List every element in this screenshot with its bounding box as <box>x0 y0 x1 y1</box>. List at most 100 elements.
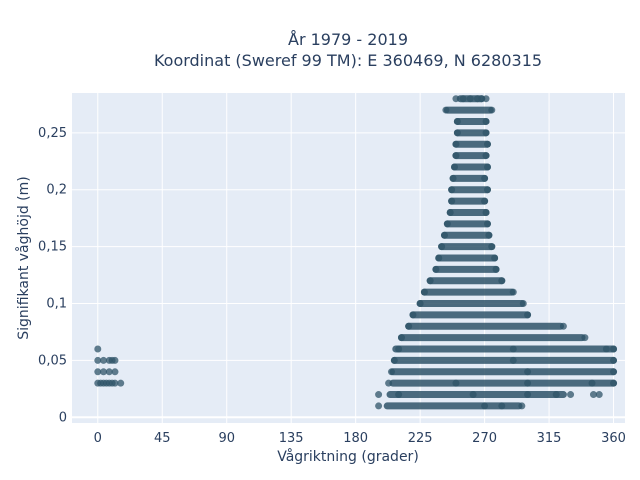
y-tick-label: 0,15 <box>38 240 67 255</box>
chart-title-line1: År 1979 - 2019 <box>288 30 408 49</box>
data-point <box>443 220 451 228</box>
data-point <box>498 277 506 285</box>
data-point <box>498 402 506 410</box>
data-point <box>117 379 125 387</box>
data-point <box>94 345 102 353</box>
data-point <box>405 322 413 330</box>
data-point <box>610 356 618 364</box>
data-point <box>610 379 618 387</box>
data-point <box>610 345 618 353</box>
data-point <box>483 186 491 194</box>
data-point <box>488 243 496 251</box>
data-point <box>482 117 490 125</box>
data-point <box>552 391 560 399</box>
data-point <box>448 186 456 194</box>
data-point <box>610 368 618 376</box>
data-point <box>453 129 461 137</box>
x-tick-label: 45 <box>154 431 171 446</box>
data-point <box>395 391 403 399</box>
data-point <box>435 254 443 262</box>
data-point <box>482 152 490 160</box>
data-point <box>469 391 477 399</box>
data-point <box>482 129 490 137</box>
data-point <box>559 322 567 330</box>
data-point <box>375 391 383 399</box>
data-point <box>432 265 440 273</box>
data-point <box>488 106 496 114</box>
x-tick-label: 360 <box>601 431 626 446</box>
data-point <box>453 117 461 125</box>
data-point <box>519 300 527 308</box>
data-point <box>481 197 489 205</box>
data-points <box>94 95 618 410</box>
data-point <box>387 368 395 376</box>
data-point <box>452 140 460 148</box>
data-point <box>105 368 113 376</box>
data-point <box>420 288 428 296</box>
data-point <box>416 300 424 308</box>
chart-title-line2: Koordinat (Sweref 99 TM): E 360469, N 62… <box>154 51 542 70</box>
data-point <box>395 345 403 353</box>
data-point <box>452 152 460 160</box>
data-point <box>100 368 108 376</box>
data-point <box>483 220 491 228</box>
data-point <box>482 208 490 216</box>
y-tick-label: 0,1 <box>46 297 67 312</box>
data-point <box>581 334 589 342</box>
data-point <box>94 356 102 364</box>
x-tick-label: 135 <box>279 431 304 446</box>
x-tick-label: 0 <box>94 431 102 446</box>
data-point <box>466 95 474 103</box>
data-point <box>524 311 532 319</box>
x-tick-label: 90 <box>218 431 235 446</box>
x-tick-label: 315 <box>537 431 562 446</box>
y-axis-ticks: 0 0,05 0,1 0,15 0,2 0,25 <box>38 126 67 425</box>
x-tick-label: 225 <box>408 431 433 446</box>
data-point <box>111 356 119 364</box>
data-point <box>426 277 434 285</box>
data-point <box>452 95 460 103</box>
data-point <box>524 379 532 387</box>
data-point <box>448 197 456 205</box>
data-point <box>398 334 406 342</box>
y-tick-label: 0,2 <box>46 183 67 198</box>
x-axis-ticks: 0 45 90 135 180 225 270 315 360 <box>94 431 626 446</box>
y-tick-label: 0 <box>59 410 67 425</box>
data-point <box>111 368 119 376</box>
data-point <box>385 379 393 387</box>
data-point <box>483 140 491 148</box>
data-point <box>491 254 499 262</box>
data-point <box>483 163 491 171</box>
data-point <box>595 391 603 399</box>
data-point <box>518 402 526 410</box>
data-point <box>452 379 460 387</box>
y-tick-label: 0,25 <box>38 126 67 141</box>
data-point <box>509 345 517 353</box>
data-point <box>524 391 532 399</box>
data-point <box>482 95 490 103</box>
x-axis-title: Vågriktning (grader) <box>277 448 419 465</box>
data-point <box>111 379 119 387</box>
x-tick-label: 180 <box>343 431 368 446</box>
data-point <box>94 368 102 376</box>
data-point <box>509 356 517 364</box>
data-point <box>481 402 489 410</box>
data-point <box>100 356 108 364</box>
data-point <box>492 265 500 273</box>
plot-background <box>72 93 625 423</box>
data-point <box>375 402 383 410</box>
data-point <box>509 288 517 296</box>
data-point <box>588 379 596 387</box>
y-axis-title: Signifikant våghöjd (m) <box>15 176 32 339</box>
data-point <box>390 356 398 364</box>
data-point <box>409 311 417 319</box>
x-tick-label: 270 <box>472 431 497 446</box>
data-point <box>440 231 448 239</box>
data-point <box>567 391 575 399</box>
data-point <box>589 391 597 399</box>
data-point <box>438 243 446 251</box>
data-point <box>442 106 450 114</box>
data-point <box>449 174 457 182</box>
data-point <box>602 345 610 353</box>
